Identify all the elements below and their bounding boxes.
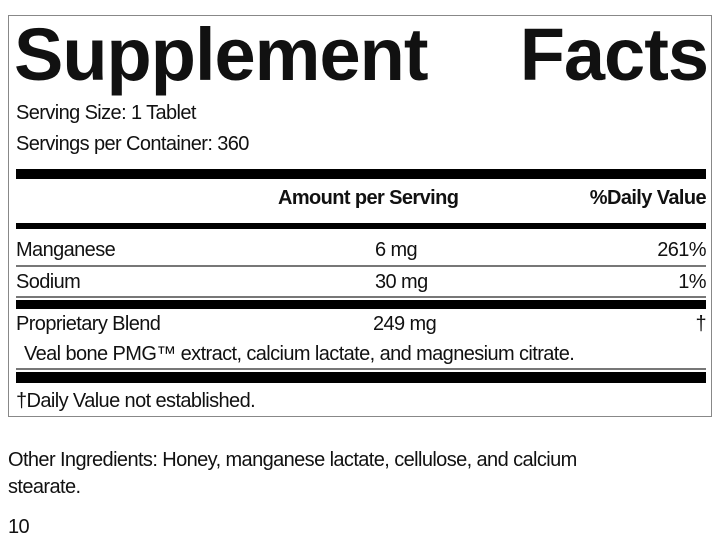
row-amount: 6 mg <box>375 239 418 261</box>
divider-thick <box>16 300 706 309</box>
divider-medium <box>16 223 706 229</box>
servings-per-container: Servings per Container: 360 <box>16 133 249 155</box>
header-daily-value: %Daily Value <box>589 187 707 209</box>
serving-size: Serving Size: 1 Tablet <box>16 102 196 124</box>
row-name: Sodium <box>16 271 81 293</box>
divider-thick <box>16 372 706 383</box>
other-ingredients-line: Other Ingredients: Honey, manganese lact… <box>8 449 577 471</box>
row-amount: 249 mg <box>373 313 437 335</box>
page-number: 10 <box>8 516 30 538</box>
divider-thin <box>16 265 706 267</box>
row-amount: 30 mg <box>375 271 428 293</box>
title-word: Facts <box>519 13 709 96</box>
title-word: Supplement <box>14 13 428 96</box>
row-name: Proprietary Blend <box>16 313 161 335</box>
supplement-facts-panel <box>8 15 712 417</box>
footnote: †Daily Value not established. <box>16 390 256 412</box>
divider-thick <box>16 169 706 179</box>
header-amount: Amount per Serving <box>278 187 459 209</box>
row-dv: † <box>695 313 706 335</box>
divider-thin <box>16 368 706 370</box>
other-ingredients-line: stearate. <box>8 476 81 498</box>
blend-contents: Veal bone PMG™ extract, calcium lactate,… <box>24 343 575 365</box>
panel-title: Supplement Facts <box>14 10 709 100</box>
row-name: Manganese <box>16 239 116 261</box>
divider-thin <box>16 296 706 298</box>
row-dv: 1% <box>678 271 706 293</box>
row-dv: 261% <box>657 239 706 261</box>
